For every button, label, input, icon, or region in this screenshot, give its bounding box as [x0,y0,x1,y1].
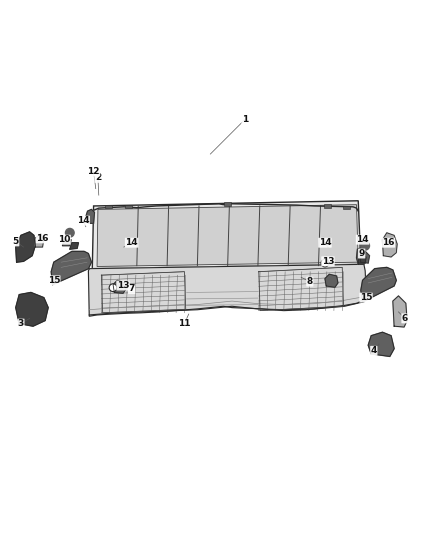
Bar [105,205,112,208]
Text: 6: 6 [402,314,408,323]
Text: 16: 16 [36,234,49,243]
Bar [224,202,231,206]
Circle shape [321,259,329,267]
Text: 10: 10 [58,235,71,244]
Polygon shape [97,205,358,266]
Text: 7: 7 [128,285,135,294]
Text: 11: 11 [178,319,191,328]
Text: 12: 12 [87,167,100,176]
Text: 13: 13 [117,281,129,290]
Polygon shape [16,293,48,326]
Text: 1: 1 [242,115,248,124]
Polygon shape [63,240,71,246]
Polygon shape [16,232,35,262]
Text: 13: 13 [322,257,334,266]
Polygon shape [361,268,396,302]
Circle shape [109,284,117,292]
Polygon shape [113,280,126,293]
Polygon shape [357,247,365,264]
Circle shape [66,229,74,237]
Polygon shape [368,332,394,357]
Polygon shape [88,264,366,316]
Text: 5: 5 [13,237,19,246]
Text: 4: 4 [371,346,377,356]
Text: 14: 14 [125,238,138,247]
Text: 15: 15 [360,293,372,302]
Text: 14: 14 [318,238,331,247]
Polygon shape [382,233,397,257]
Polygon shape [92,201,361,269]
Text: 3: 3 [18,319,24,328]
Text: 15: 15 [48,276,60,285]
Bar [125,205,132,208]
Polygon shape [358,257,366,263]
Polygon shape [360,252,370,263]
Bar [343,206,350,209]
Text: 14: 14 [356,235,369,244]
Text: 14: 14 [77,216,89,225]
Polygon shape [70,243,78,249]
Bar [324,204,331,208]
Polygon shape [86,209,95,223]
Polygon shape [51,252,92,285]
Text: 16: 16 [382,238,395,247]
Polygon shape [393,296,407,327]
Text: 8: 8 [307,277,313,286]
Text: 2: 2 [95,173,101,182]
Circle shape [361,241,370,250]
Polygon shape [35,234,44,247]
Text: 9: 9 [359,249,365,258]
Polygon shape [325,274,338,287]
